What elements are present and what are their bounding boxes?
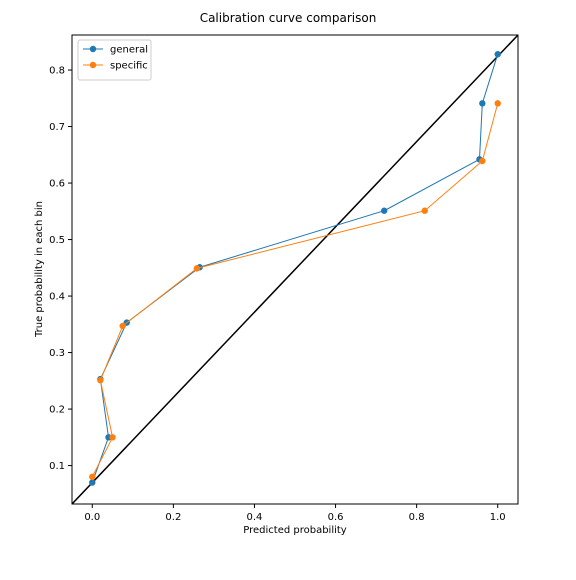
- x-axis-label: Predicted probability: [243, 525, 347, 536]
- y-tick-label: 0.4: [49, 292, 65, 303]
- x-tick-label: 0.0: [84, 512, 100, 523]
- y-tick-label: 0.2: [49, 405, 65, 416]
- data-point-specific: [193, 265, 201, 272]
- y-tick-label: 0.1: [49, 461, 65, 472]
- series-line-specific: [91, 103, 499, 478]
- data-point-specific: [421, 207, 428, 214]
- legend-marker-specific: [89, 61, 97, 69]
- chart-title: Calibration curve comparison: [200, 11, 377, 25]
- data-point-general: [494, 51, 501, 58]
- legend-marker-general: [89, 45, 97, 53]
- x-tick-label: 1.0: [490, 512, 506, 523]
- data-point-general: [381, 207, 388, 214]
- legend-label-specific: specific: [110, 61, 148, 72]
- legend-label-general: general: [110, 45, 148, 56]
- legend: general specific: [77, 39, 152, 81]
- data-point-specific: [494, 100, 501, 107]
- plot-content: [72, 35, 518, 504]
- y-tick-label: 0.3: [49, 348, 65, 359]
- y-tick-label: 0.6: [49, 179, 65, 190]
- x-tick-label: 0.6: [328, 512, 344, 523]
- data-point-specific: [119, 322, 126, 330]
- data-point-specific: [479, 157, 486, 165]
- x-tick-label: 0.2: [165, 512, 181, 523]
- x-tick-label: 0.8: [409, 512, 425, 523]
- y-tick-label: 0.7: [49, 122, 65, 133]
- data-point-general: [479, 100, 486, 107]
- data-point-specific: [89, 473, 96, 481]
- axes-frame: [71, 34, 519, 505]
- plot-area: 0.0 0.2 0.4 0.6 0.8 1.0 0.1 0.2 0.3 0.4 0.5 0.6 0.7 0…: [49, 34, 519, 523]
- y-tick-label: 0.5: [49, 235, 65, 246]
- x-tick-label: 0.4: [247, 512, 263, 523]
- data-point-specific: [109, 434, 116, 441]
- legend-box: [77, 39, 152, 81]
- data-point-general: [89, 479, 96, 486]
- data-point-specific: [97, 377, 104, 384]
- y-axis-label: True probability in each bin: [34, 201, 45, 338]
- y-tick-label: 0.8: [49, 66, 65, 77]
- reference-line: [72, 35, 518, 504]
